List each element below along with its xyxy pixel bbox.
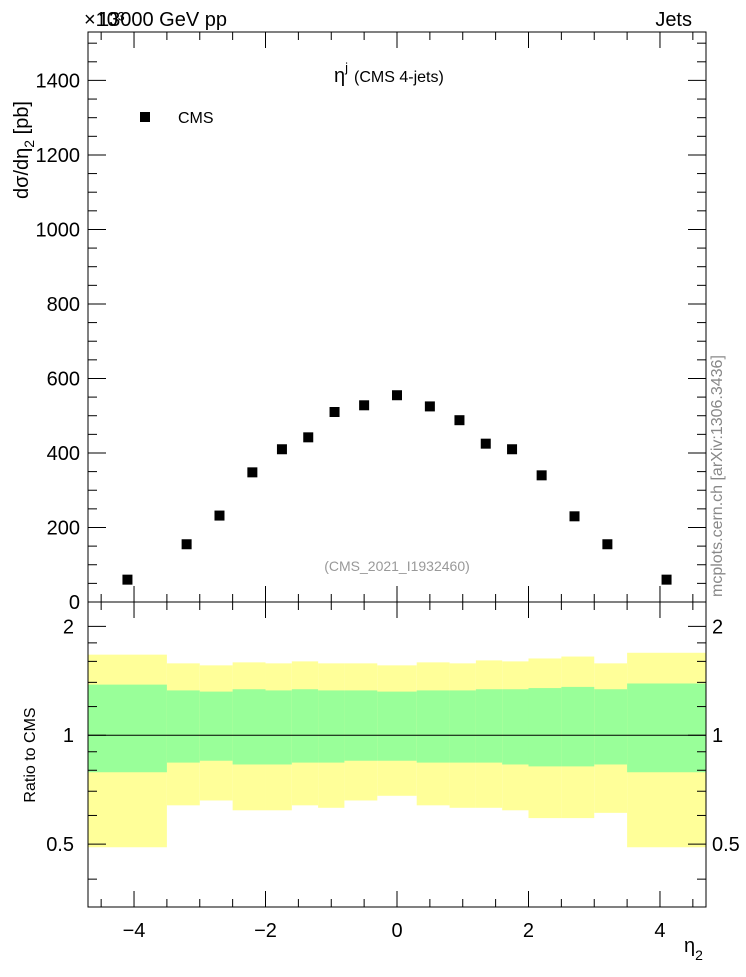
y-axis-label: dσ/dη2 [pb] — [11, 101, 37, 199]
data-point — [454, 415, 465, 426]
x-tick-label: 0 — [391, 920, 402, 942]
y-tick-label: 1200 — [36, 145, 81, 167]
inner-uncertainty-band — [318, 690, 345, 763]
data-point — [276, 444, 287, 455]
ratio-axes: 0.5 0.5 1 1 2 2 −4 −2 0 2 4 — [46, 602, 740, 942]
y-tick-label: 0 — [69, 592, 80, 614]
data-point — [392, 390, 402, 401]
data-point — [329, 407, 340, 417]
y-tick-label: 1000 — [36, 219, 81, 241]
inner-uncertainty-band — [449, 690, 476, 763]
data-point — [424, 401, 435, 412]
process-label: Jets — [655, 9, 692, 31]
plot-title-sup: j — [344, 60, 348, 75]
inner-uncertainty-band — [166, 690, 200, 763]
inner-uncertainty-band — [265, 690, 292, 765]
x-tick-label: 4 — [654, 920, 665, 942]
cms-data-points — [122, 390, 672, 585]
data-point — [181, 539, 192, 550]
watermark: mcplots.cern.ch [arXiv:1306.3436] — [709, 355, 726, 597]
y-tick-label: 1400 — [36, 70, 81, 92]
x-axis-label-base: η — [684, 935, 695, 957]
inner-uncertainty-band — [232, 689, 266, 765]
ratio-y-axis-label: Ratio to CMS — [22, 707, 39, 802]
x-tick-label: −2 — [254, 920, 277, 942]
ratio-y-tick-label-right: 2 — [712, 616, 723, 638]
data-point — [303, 432, 314, 443]
inner-uncertainty-band — [377, 691, 417, 761]
plot-title-text: (CMS 4-jets) — [354, 69, 444, 86]
legend-label-cms: CMS — [178, 110, 214, 127]
x-tick-label: −4 — [123, 920, 146, 942]
ratio-y-tick-label: 1 — [63, 725, 74, 747]
y-tick-label: 800 — [47, 294, 80, 316]
inner-uncertainty-band — [475, 689, 503, 763]
y-tick-label: 400 — [47, 443, 80, 465]
y-axis-label-unit: [pb] — [11, 101, 33, 140]
inner-uncertainty-band — [199, 691, 233, 761]
inner-uncertainty-band — [88, 684, 167, 773]
ratio-y-tick-label-right: 0.5 — [712, 834, 740, 856]
x-axis-label: η2 — [684, 935, 703, 963]
data-point — [214, 510, 225, 521]
main-axes: 0 200 400 600 800 1000 1200 1400 — [36, 32, 706, 614]
data-point — [602, 539, 613, 550]
data-point — [122, 574, 133, 585]
y-tick-label: 600 — [47, 368, 80, 390]
ratio-y-tick-label: 0.5 — [46, 834, 74, 856]
y-axis-label-sub: 2 — [21, 140, 37, 148]
x-axis-label-sub: 2 — [695, 947, 703, 963]
ratio-y-tick-label-right: 1 — [712, 725, 723, 747]
inner-uncertainty-band — [502, 689, 529, 765]
y-tick-label: 200 — [47, 517, 80, 539]
inner-uncertainty-band — [528, 688, 562, 767]
inner-uncertainty-band — [416, 690, 450, 763]
data-point — [507, 444, 518, 455]
y-axis-label-base: dσ/dη — [11, 148, 33, 199]
data-point — [480, 438, 491, 449]
y-multiplier: ×10³ — [84, 9, 125, 31]
data-point — [661, 574, 672, 585]
inner-uncertainty-band — [291, 689, 319, 763]
data-point — [359, 400, 370, 411]
analysis-id: (CMS_2021_I1932460) — [324, 558, 470, 574]
data-point — [536, 470, 547, 481]
inner-uncertainty-band — [594, 689, 628, 765]
data-point — [569, 511, 580, 522]
data-point — [247, 467, 258, 478]
plot-title-symbol: η — [334, 65, 345, 87]
ratio-y-tick-label: 2 — [63, 616, 74, 638]
inner-uncertainty-band — [627, 683, 706, 773]
inner-uncertainty-band — [344, 690, 378, 761]
inner-uncertainty-band — [561, 686, 595, 767]
ratio-bands — [88, 652, 706, 848]
legend-marker-cms — [140, 112, 150, 122]
x-tick-label: 2 — [523, 920, 534, 942]
plot-title: ηj (CMS 4-jets) — [334, 60, 444, 87]
energy-label: 13000 GeV pp — [98, 9, 227, 31]
